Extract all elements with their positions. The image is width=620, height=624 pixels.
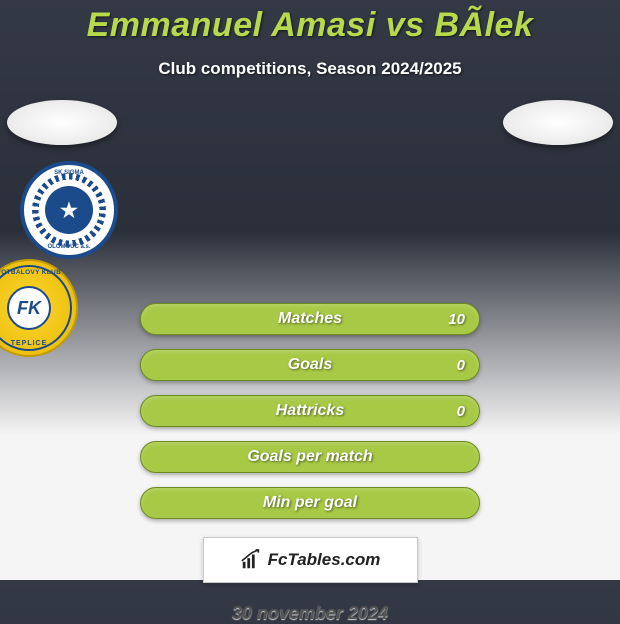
stats-bars: Matches 10 Goals 0 Hattricks 0 Goals per… [140, 303, 480, 519]
club-badge-right: FOTBALOVÝ KLUB FK TEPLICE [0, 259, 78, 357]
club-badge-left: SK SIGMA ★ OLOMOUC a.s. [20, 161, 118, 259]
stat-label: Matches [278, 310, 342, 328]
badge-right-text-bottom: TEPLICE [0, 340, 76, 347]
stat-value-right: 0 [457, 357, 465, 374]
date-text: 30 november 2024 [0, 603, 620, 624]
badge-left-center: ★ [45, 186, 93, 234]
star-icon: ★ [60, 198, 78, 223]
stat-label: Hattricks [276, 402, 344, 420]
badge-left-text-bottom: OLOMOUC a.s. [24, 244, 114, 250]
stat-label: Min per goal [263, 494, 357, 512]
stat-bar-goals-per-match: Goals per match [140, 441, 480, 473]
stat-bar-min-per-goal: Min per goal [140, 487, 480, 519]
stat-value-right: 0 [457, 403, 465, 420]
brand-text: FcTables.com [268, 550, 381, 570]
stat-value-right: 10 [448, 311, 465, 328]
stat-label: Goals [288, 356, 332, 374]
chart-icon [240, 549, 262, 571]
subtitle: Club competitions, Season 2024/2025 [0, 59, 620, 79]
stat-bar-hattricks: Hattricks 0 [140, 395, 480, 427]
stat-bar-goals: Goals 0 [140, 349, 480, 381]
player-left-avatar [7, 100, 117, 145]
badge-right-ring-icon [0, 265, 72, 351]
stat-bar-matches: Matches 10 [140, 303, 480, 335]
brand-box: FcTables.com [203, 537, 418, 583]
comparison-container: SK SIGMA ★ OLOMOUC a.s. FOTBALOVÝ KLUB F… [0, 107, 620, 519]
player-right-avatar [503, 100, 613, 145]
page-title: Emmanuel Amasi vs BÃlek [0, 0, 620, 45]
badge-right-text-top: FOTBALOVÝ KLUB [0, 269, 76, 276]
stat-label: Goals per match [247, 448, 372, 466]
